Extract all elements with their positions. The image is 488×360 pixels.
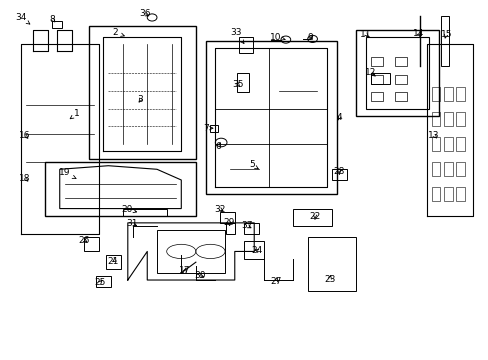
Text: 27: 27 — [270, 276, 281, 285]
Text: 17: 17 — [179, 266, 190, 275]
Bar — [455, 137, 464, 152]
Text: 23: 23 — [323, 275, 335, 284]
Text: 20: 20 — [121, 205, 136, 214]
Text: 16: 16 — [19, 131, 30, 140]
Text: 14: 14 — [412, 29, 424, 38]
Text: 33: 33 — [230, 28, 244, 44]
Bar — [431, 162, 440, 176]
Text: 18: 18 — [19, 174, 30, 183]
Bar — [431, 112, 440, 126]
Bar — [89, 26, 196, 158]
Bar — [431, 87, 440, 102]
Text: 1: 1 — [70, 109, 80, 119]
Text: 25: 25 — [94, 278, 105, 287]
Bar — [431, 187, 440, 202]
Text: 35: 35 — [231, 80, 243, 89]
Bar — [455, 87, 464, 102]
Bar — [443, 87, 452, 102]
Text: 22: 22 — [309, 212, 320, 221]
Text: 13: 13 — [427, 131, 439, 140]
Text: 26: 26 — [78, 235, 90, 244]
Bar — [443, 162, 452, 176]
Bar — [394, 93, 407, 102]
Text: 36: 36 — [139, 9, 150, 18]
Bar — [455, 187, 464, 202]
Text: 34: 34 — [15, 13, 30, 24]
Bar — [356, 30, 438, 116]
Text: 7: 7 — [203, 124, 212, 133]
Text: 6: 6 — [214, 142, 220, 151]
Text: 31: 31 — [126, 219, 137, 228]
Text: 32: 32 — [214, 205, 225, 214]
Bar — [370, 75, 382, 84]
Text: 2: 2 — [113, 28, 124, 37]
Text: 3: 3 — [137, 95, 143, 104]
Bar — [394, 75, 407, 84]
Text: 19: 19 — [59, 168, 76, 179]
Text: 21: 21 — [107, 257, 119, 266]
Text: 11: 11 — [360, 30, 371, 39]
Text: 28: 28 — [333, 167, 345, 176]
Text: 15: 15 — [440, 30, 451, 39]
Bar — [455, 112, 464, 126]
Bar — [443, 187, 452, 202]
Bar — [370, 93, 382, 102]
Text: 30: 30 — [194, 271, 205, 280]
Bar — [431, 137, 440, 152]
Text: 10: 10 — [270, 33, 285, 42]
Text: 37: 37 — [241, 221, 252, 230]
Text: 9: 9 — [306, 33, 312, 42]
Bar — [370, 57, 382, 66]
Bar — [455, 162, 464, 176]
Text: 4: 4 — [336, 113, 342, 122]
Bar — [205, 41, 336, 194]
Bar — [45, 162, 196, 216]
Text: 5: 5 — [248, 161, 258, 170]
Text: 24: 24 — [250, 246, 262, 255]
Text: 29: 29 — [223, 218, 234, 227]
Text: 8: 8 — [49, 15, 55, 24]
Bar — [443, 112, 452, 126]
Text: 12: 12 — [365, 68, 376, 77]
Bar — [394, 57, 407, 66]
Bar — [443, 137, 452, 152]
